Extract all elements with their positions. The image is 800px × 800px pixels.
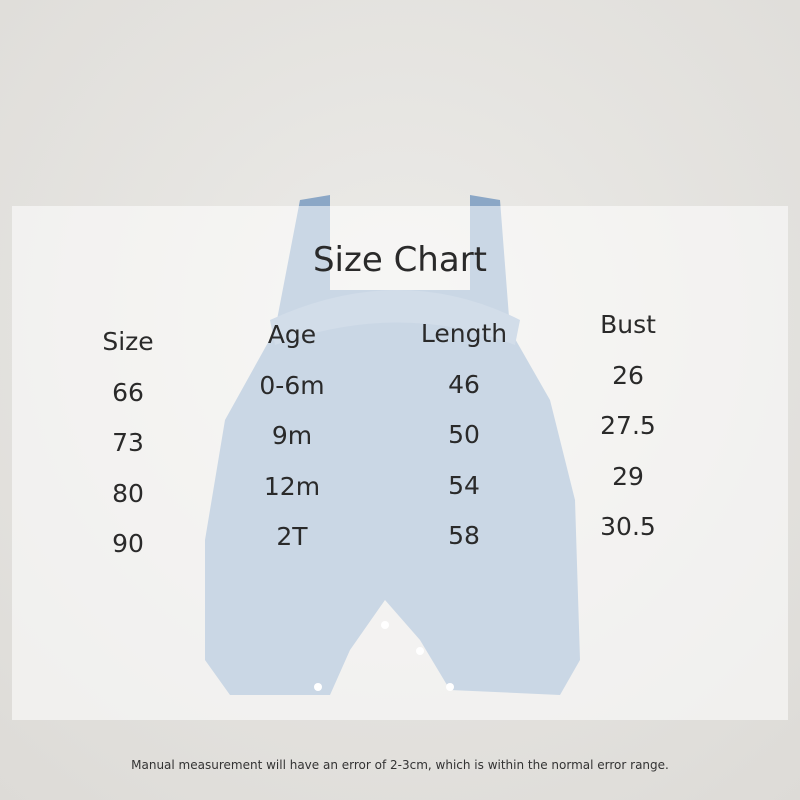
bust-column: Bust 26 27.5 29 30.5 <box>553 300 703 553</box>
cell: 46 <box>448 369 480 399</box>
cell: 9m <box>271 421 313 450</box>
column-header: Size <box>102 327 154 356</box>
age-column: Age 0-6m 9m 12m 2T <box>217 310 367 563</box>
measurement-note: Manual measurement will have an error of… <box>131 758 669 772</box>
size-chart-panel <box>12 206 788 720</box>
cell: 58 <box>448 521 480 550</box>
cell: 2T <box>276 522 308 551</box>
cell: 50 <box>448 420 480 449</box>
cell: 66 <box>112 377 144 407</box>
length-column: Length 46 50 54 58 <box>389 309 539 562</box>
cell: 30.5 <box>600 512 656 541</box>
chart-title: Size Chart <box>312 240 488 280</box>
column-header: Bust <box>600 310 656 339</box>
cell: 80 <box>112 478 144 508</box>
cell: 0-6m <box>259 370 325 400</box>
cell: 90 <box>112 529 144 558</box>
cell: 12m <box>263 471 321 501</box>
column-header: Age <box>267 320 317 349</box>
column-header: Length <box>420 319 508 348</box>
cell: 54 <box>448 470 480 500</box>
cell: 27.5 <box>600 411 656 440</box>
cell: 26 <box>612 360 644 390</box>
cell: 73 <box>112 428 144 457</box>
cell: 29 <box>612 461 644 491</box>
size-column: Size 66 73 80 90 <box>53 317 203 570</box>
